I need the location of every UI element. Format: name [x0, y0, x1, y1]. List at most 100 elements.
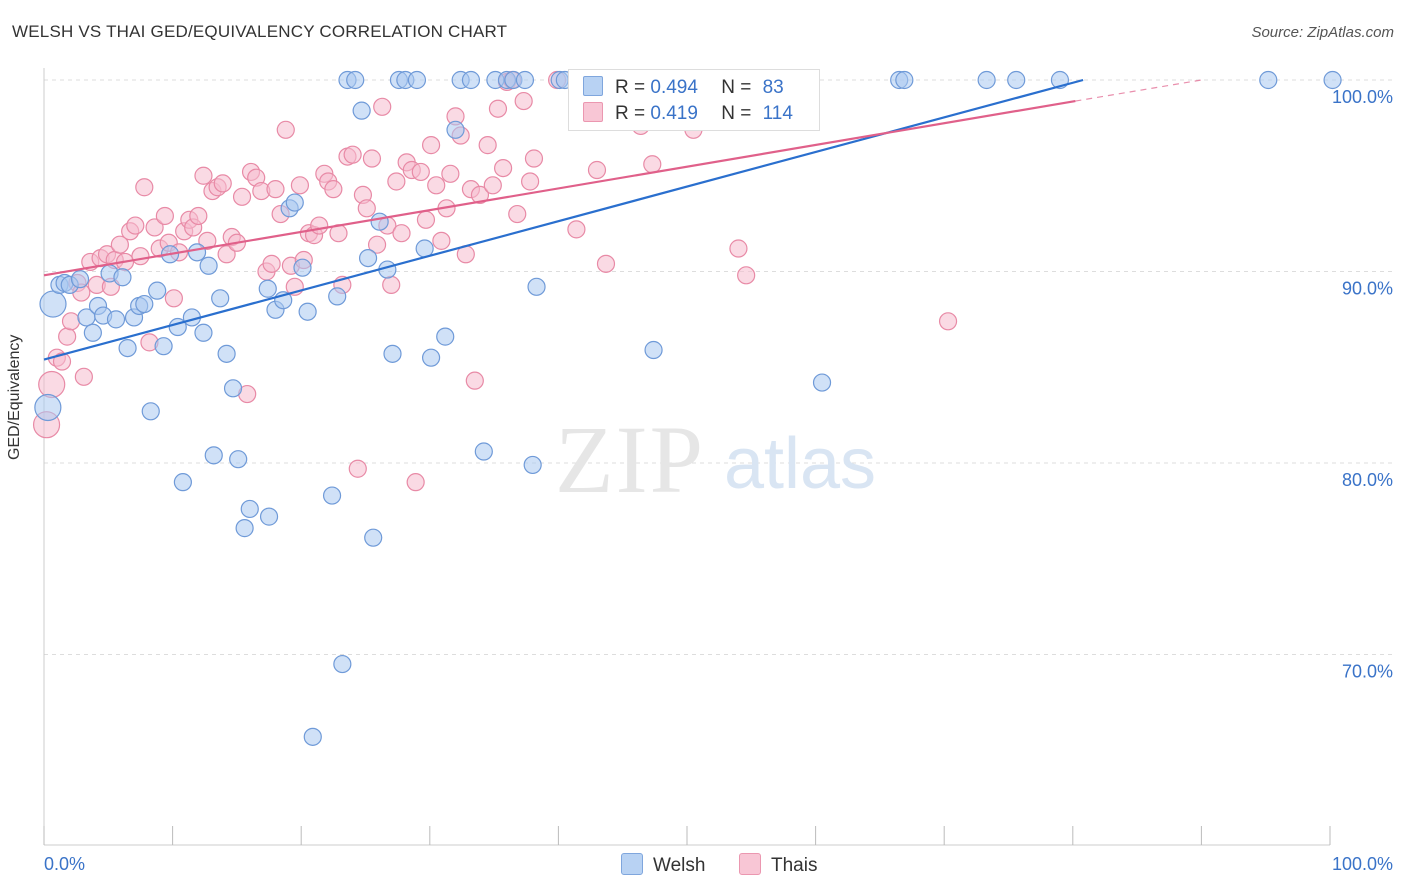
- thais-point: [392, 224, 411, 243]
- thais-point: [567, 220, 586, 239]
- thais-point: [290, 176, 310, 195]
- thais-point: [232, 187, 252, 206]
- welsh-point: [474, 442, 493, 461]
- x-tick-label-max: 100.0%: [1332, 854, 1393, 874]
- thais-point: [58, 327, 77, 346]
- thais-n-label: N =: [721, 103, 752, 124]
- welsh-r-value: 0.494: [650, 77, 698, 98]
- trend-lines: [43, 78, 1202, 361]
- thais-point: [643, 155, 662, 174]
- welsh-point: [421, 348, 441, 367]
- thais-point: [470, 185, 490, 204]
- welsh-point: [113, 268, 132, 287]
- thais-point: [441, 164, 460, 183]
- thais-point: [135, 178, 154, 197]
- thais-point: [38, 370, 66, 399]
- thais-point: [406, 473, 425, 492]
- welsh-point: [141, 402, 160, 421]
- thais-point: [164, 289, 183, 308]
- welsh-point: [259, 507, 279, 526]
- thais-point: [189, 206, 208, 226]
- welsh-point: [39, 290, 67, 318]
- bottom-legend-thais[interactable]: Thais: [739, 853, 817, 877]
- welsh-point: [298, 302, 317, 321]
- thais-point: [155, 206, 174, 226]
- thais-point: [411, 162, 430, 182]
- thais-point: [432, 231, 451, 250]
- welsh-legend-swatch: [621, 853, 643, 875]
- y-tick-label: 90.0%: [1342, 279, 1393, 299]
- source-note: Source: ZipAtlas.com: [1251, 24, 1394, 41]
- welsh-point: [370, 212, 389, 231]
- thais-n-value: 114: [762, 103, 793, 124]
- thais-point: [74, 367, 93, 386]
- y-tick-label: 70.0%: [1342, 662, 1393, 682]
- thais-point: [427, 176, 446, 195]
- welsh-point: [346, 70, 365, 90]
- welsh-point: [118, 339, 137, 358]
- welsh-point: [527, 277, 546, 296]
- welsh-swatch: [583, 76, 603, 96]
- welsh-points: [34, 70, 1342, 746]
- thais-point: [416, 210, 436, 229]
- axes: [43, 68, 1331, 846]
- thais-point: [514, 91, 533, 111]
- thais-point: [596, 254, 616, 273]
- welsh-point: [364, 528, 383, 547]
- thais-point: [382, 275, 401, 295]
- thais-point: [52, 352, 72, 371]
- thais-point: [524, 149, 544, 168]
- bottom-legend-welsh[interactable]: Welsh: [621, 853, 705, 877]
- welsh-point: [446, 120, 465, 139]
- stats-legend: R = 0.494 N = 83 R = 0.419 N = 114: [568, 69, 820, 131]
- welsh-point: [204, 446, 223, 465]
- x-tick-label-min: 0.0%: [44, 854, 85, 874]
- welsh-point: [211, 289, 230, 308]
- thais-legend-swatch: [739, 853, 761, 875]
- welsh-point: [812, 373, 832, 392]
- chart-title: WELSH VS THAI GED/EQUIVALENCY CORRELATIO…: [12, 22, 508, 41]
- thais-point: [266, 180, 285, 199]
- welsh-point: [258, 279, 277, 298]
- welsh-point: [895, 70, 914, 90]
- welsh-point: [229, 450, 248, 469]
- thais-point: [131, 247, 150, 266]
- thais-point: [324, 180, 343, 199]
- thais-legend-label: Thais: [771, 855, 818, 876]
- thais-point: [61, 312, 81, 331]
- thais-point: [262, 254, 281, 273]
- thais-point: [737, 266, 756, 285]
- welsh-point: [217, 344, 236, 363]
- welsh-point: [1007, 70, 1026, 90]
- thais-point: [213, 174, 232, 193]
- welsh-point: [1323, 70, 1342, 90]
- thais-point: [310, 216, 329, 235]
- welsh-point: [523, 455, 542, 475]
- welsh-point: [352, 101, 371, 120]
- thais-point: [587, 160, 607, 180]
- thais-r-value: 0.419: [650, 103, 698, 124]
- thais-swatch: [583, 102, 603, 122]
- welsh-point: [358, 248, 378, 268]
- welsh-point: [383, 344, 402, 363]
- welsh-point: [285, 193, 304, 212]
- welsh-n-label: N =: [721, 77, 752, 98]
- legend-row-thais: R = 0.419 N = 114: [583, 102, 793, 126]
- thais-point: [483, 176, 502, 195]
- thais-point: [373, 97, 392, 116]
- thais-point: [387, 172, 406, 191]
- welsh-point: [333, 654, 352, 674]
- thais-point: [465, 371, 484, 390]
- y-tick-label: 80.0%: [1342, 470, 1393, 490]
- welsh-point: [322, 486, 342, 505]
- thais-point: [217, 245, 236, 264]
- thais-trend-extension: [1075, 79, 1202, 102]
- welsh-point: [106, 310, 126, 329]
- thais-point: [110, 235, 129, 254]
- thais-point: [362, 149, 382, 168]
- thais-point: [938, 312, 958, 331]
- watermark-atlas: atlas: [724, 424, 876, 504]
- welsh-point: [173, 473, 192, 492]
- thais-point: [145, 218, 164, 237]
